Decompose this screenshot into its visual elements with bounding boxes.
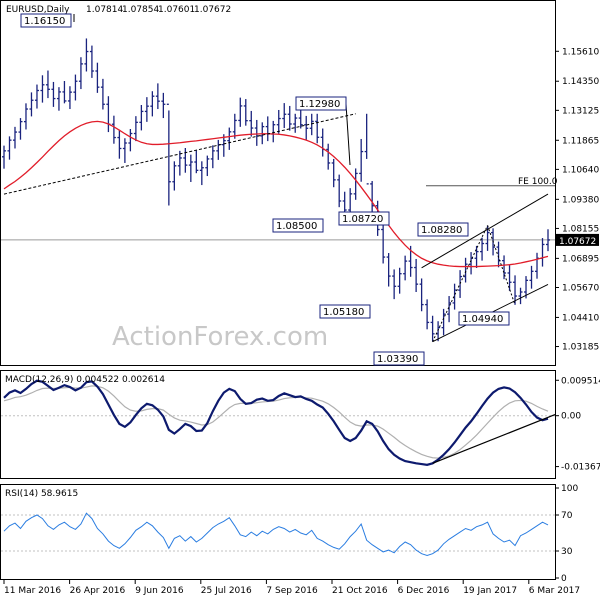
macd-trendline bbox=[432, 414, 556, 464]
header-low: 1.07601 bbox=[158, 5, 195, 15]
y-tick-label: 1.11865 bbox=[562, 136, 599, 146]
price-label-box bbox=[272, 218, 324, 233]
macd-title: MACD(12,26,9) 0.004522 0.002614 bbox=[5, 375, 165, 385]
price-label-box bbox=[458, 311, 510, 326]
price-label-box bbox=[319, 304, 371, 319]
price-label-box bbox=[417, 222, 469, 237]
x-tick-label: 6 Mar 2017 bbox=[529, 586, 580, 596]
grid-layer bbox=[1, 50, 599, 584]
y-tick-label: 1.15610 bbox=[562, 47, 599, 57]
rsi-y-tick-label: 30 bbox=[561, 547, 573, 557]
price-label-box bbox=[338, 211, 390, 226]
header-open: 1.07814 bbox=[86, 5, 123, 15]
price-label-text: 1.03390 bbox=[377, 354, 418, 365]
price-label-box bbox=[373, 351, 425, 366]
y-tick-label: 1.09380 bbox=[562, 195, 599, 205]
price-label-text: 1.08280 bbox=[421, 225, 462, 236]
y-tick-label: 1.06895 bbox=[562, 254, 599, 264]
candles-layer bbox=[2, 38, 550, 342]
price-label-box bbox=[20, 13, 72, 28]
x-tick-label: 21 Oct 2016 bbox=[332, 586, 388, 596]
dotted-swing-line bbox=[432, 225, 489, 342]
price-label-text: 1.05180 bbox=[323, 307, 364, 318]
y-tick-label: 1.08155 bbox=[562, 224, 599, 234]
price-label-text: 1.04940 bbox=[462, 314, 503, 325]
main-price-panel bbox=[0, 0, 556, 366]
y-tick-label: 1.05670 bbox=[562, 283, 599, 293]
rsi-y-tick-label: 70 bbox=[561, 511, 573, 521]
channel-upper-line bbox=[421, 193, 549, 269]
x-tick-label: 19 Jan 2017 bbox=[463, 586, 517, 596]
macd-y-tick-label: 0.009514 bbox=[561, 376, 600, 386]
y-tick-label: 1.13125 bbox=[562, 106, 599, 116]
macd-signal-line bbox=[3, 385, 549, 459]
header-high: 1.07854 bbox=[122, 5, 159, 15]
x-tick-label: 9 Jun 2016 bbox=[135, 586, 184, 596]
dotted-swing-line bbox=[487, 225, 516, 305]
price-label-text: 1.08720 bbox=[342, 214, 383, 225]
y-tick-label: 1.03185 bbox=[562, 343, 599, 353]
price-label-box bbox=[295, 96, 347, 111]
macd-panel bbox=[0, 370, 556, 479]
fe-level-label: FE 100.0 bbox=[518, 177, 558, 187]
price-label-text: 1.16150 bbox=[24, 16, 65, 27]
rsi-y-tick-label: 0 bbox=[561, 574, 567, 584]
label-connector bbox=[345, 103, 351, 166]
y-tick-label: 1.14350 bbox=[562, 77, 599, 87]
header-close: 1.07672 bbox=[194, 5, 231, 15]
y-tick-label: 1.10640 bbox=[562, 165, 599, 175]
macd-y-tick-label: 0.00 bbox=[561, 412, 581, 422]
macd-line bbox=[3, 379, 549, 466]
current-price-label: 1.07672 bbox=[559, 237, 596, 247]
header-symbol: EURUSD,Daily bbox=[6, 5, 70, 15]
rsi-y-tick-label: 100 bbox=[561, 484, 578, 494]
moving-average-line bbox=[3, 120, 549, 268]
x-tick-label: 11 Mar 2016 bbox=[4, 586, 61, 596]
x-tick-label: 25 Jul 2016 bbox=[201, 586, 252, 596]
price-label-text: 1.08500 bbox=[276, 221, 317, 232]
watermark: ActionForex.com bbox=[112, 322, 328, 352]
labels-layer: 1.15610 1.14350 1.13125 1.11865 1.10640 1.093… bbox=[4, 13, 600, 596]
x-tick-label: 26 Apr 2016 bbox=[70, 586, 126, 596]
y-tick-label: 1.04410 bbox=[562, 313, 599, 323]
current-price-badge bbox=[555, 233, 599, 246]
x-tick-label: 7 Sep 2016 bbox=[266, 586, 318, 596]
x-tick-label: 6 Dec 2016 bbox=[398, 586, 450, 596]
rsi-panel bbox=[0, 484, 556, 580]
rsi-line bbox=[3, 512, 549, 557]
dashed-trendline-upper bbox=[3, 113, 356, 195]
price-label-text: 1.12980 bbox=[299, 99, 340, 110]
rsi-title: RSI(14) 58.9615 bbox=[5, 489, 78, 499]
